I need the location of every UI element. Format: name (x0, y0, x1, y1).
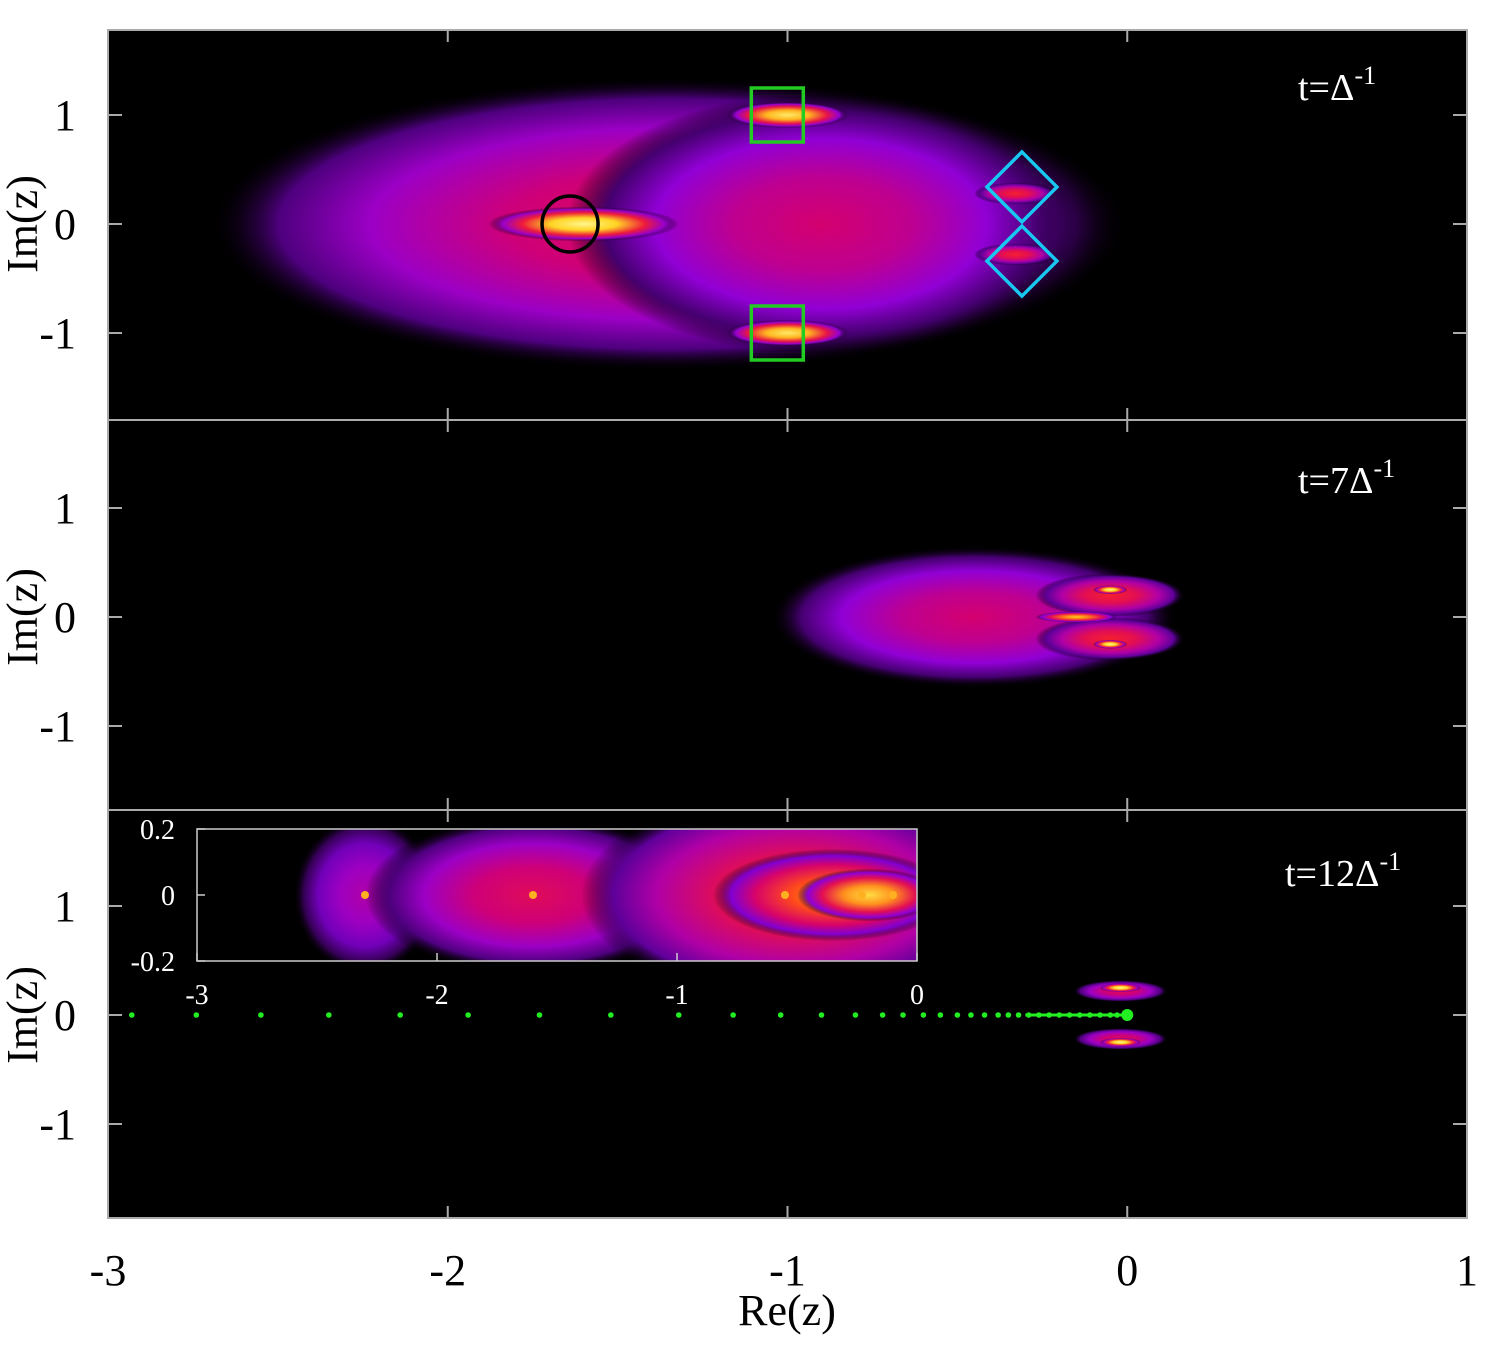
density-blob (726, 319, 849, 347)
pole-dot (397, 1012, 403, 1018)
density-map (770, 546, 1186, 688)
panel-t7: t=7Δ-1 (108, 420, 1467, 810)
pole-dot (675, 1012, 682, 1018)
pole-dot (465, 1012, 471, 1018)
density-blob (726, 101, 849, 129)
inset-y-tick-label: 0.2 (140, 815, 175, 846)
pole-dot (968, 1012, 974, 1018)
density-blob (1035, 573, 1186, 617)
density-blob (1100, 1037, 1141, 1047)
inset-x-tick-label: 0 (910, 980, 924, 1011)
pole-dot (937, 1012, 944, 1018)
y-axis-label-middle: Im(z) (0, 568, 47, 666)
square-marker (749, 304, 806, 362)
pole-dot (900, 1012, 906, 1018)
pole-dot (879, 1012, 886, 1018)
pole-dot (326, 1012, 332, 1018)
y-tick-label: 1 (54, 484, 76, 533)
y-tick-label: 1 (54, 91, 76, 140)
panel-t1-label: t=Δ-1 (1298, 61, 1376, 109)
pole-dot (818, 1012, 825, 1018)
density-blob (1093, 639, 1128, 649)
inset-y-tick-label: 0 (161, 881, 175, 912)
panel-t1: t=Δ-1 (108, 30, 1467, 420)
pole-dot (536, 1012, 543, 1018)
inset-y-tick-label: -0.2 (131, 947, 175, 978)
x-tick-label: -3 (90, 1246, 127, 1295)
density-blob (1035, 617, 1186, 661)
inset-point (781, 891, 789, 899)
inset-x-tick-label: -3 (185, 980, 208, 1011)
square-marker (749, 86, 806, 144)
x-tick-label: -2 (429, 1246, 466, 1295)
inset: -3 -2 -1 0 0.2 0 -0.2 (131, 815, 924, 1011)
density-blob (488, 206, 679, 242)
y-tick-label: 0 (54, 593, 76, 642)
pole-dot (730, 1012, 736, 1018)
pole-dot (258, 1012, 264, 1018)
pole-dot (920, 1012, 927, 1018)
pole-dot (1015, 1012, 1022, 1018)
pole-dot (193, 1012, 200, 1018)
panel-t12: t=12Δ-1 -3 -2 -1 0 0.2 0 -0.2 (108, 810, 1467, 1218)
pole-dot (954, 1012, 961, 1018)
y-tick-label: -1 (39, 309, 76, 358)
inset-density-blob (797, 868, 917, 922)
density-blob (1035, 611, 1118, 623)
y-tick-label: 0 (54, 991, 76, 1040)
pole-dot (1005, 1012, 1012, 1018)
circle-marker (540, 194, 600, 254)
density-map (209, 76, 1128, 372)
diamond-marker (984, 149, 1060, 225)
inset-x-tick-label: -2 (425, 980, 448, 1011)
y-axis-label-bottom: Im(z) (0, 966, 47, 1064)
y-tick-label: 0 (54, 200, 76, 249)
y-tick-label: 1 (54, 882, 76, 931)
diamond-marker (984, 223, 1060, 299)
x-tick-label: -1 (769, 1246, 806, 1295)
panel-t7-label: t=7Δ-1 (1298, 454, 1395, 502)
inset-point (529, 891, 537, 899)
pole-dot (981, 1012, 988, 1018)
y-axis-label-top: Im(z) (0, 175, 47, 273)
density-blob (566, 93, 1077, 355)
panel-t12-label: t=12Δ-1 (1285, 847, 1401, 895)
inset-point (857, 891, 866, 899)
density-blob (974, 182, 1056, 205)
x-axis-label: Re(z) (738, 1286, 836, 1335)
y-tick-label: -1 (39, 702, 76, 751)
pole-dot (608, 1012, 614, 1018)
density-blob (1093, 585, 1128, 595)
x-tick-label: 1 (1456, 1246, 1478, 1295)
density-blob (1100, 983, 1141, 993)
pole-dot (777, 1012, 784, 1018)
x-tick-label: 0 (1116, 1246, 1138, 1295)
inset-x-tick-label: -1 (665, 980, 688, 1011)
axes: -3 -2 -1 0 1 1 0 -1 1 0 -1 1 0 -1 (39, 29, 1478, 1295)
pole-dot (852, 1012, 859, 1018)
inset-point (889, 891, 897, 899)
inset-point (361, 891, 369, 899)
density-blob (974, 243, 1056, 266)
pole-dot (995, 1012, 1001, 1018)
y-tick-label: -1 (39, 1100, 76, 1149)
density-map (1072, 980, 1169, 1050)
pole-dot (128, 1012, 135, 1018)
